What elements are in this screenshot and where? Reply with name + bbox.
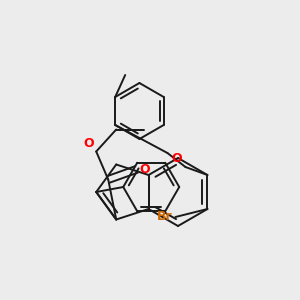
- Text: O: O: [84, 136, 94, 149]
- Text: Br: Br: [157, 211, 172, 224]
- Text: O: O: [139, 163, 150, 176]
- Text: O: O: [172, 152, 182, 165]
